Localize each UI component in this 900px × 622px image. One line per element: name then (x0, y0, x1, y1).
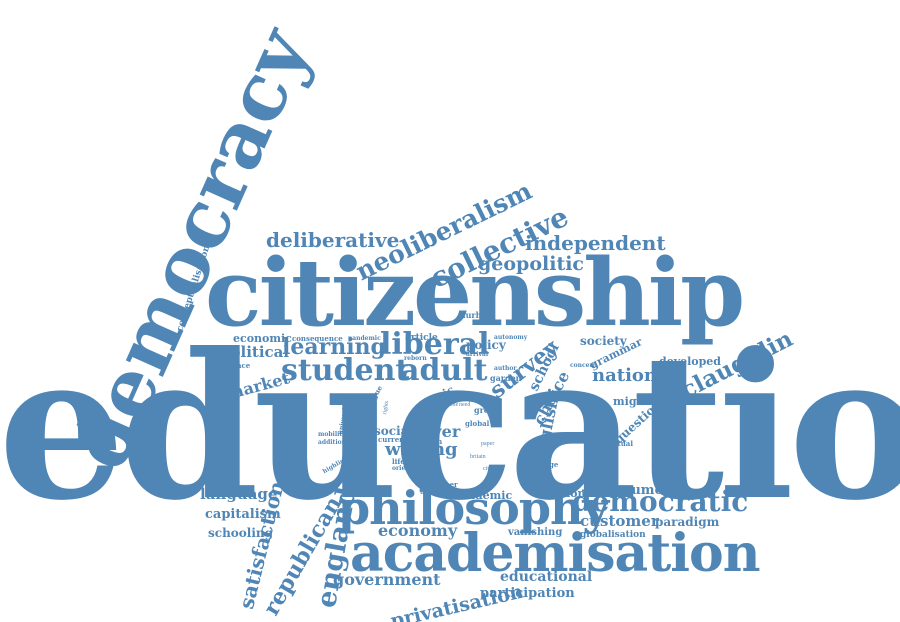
word-teacher: teacher (428, 480, 458, 489)
word-deliberative: deliberative (266, 228, 400, 252)
word-consumer: consumer (598, 483, 670, 498)
word-citizen: citizen (483, 466, 499, 472)
word-mobility: mobility (318, 431, 346, 438)
word-capitalism: capitalism (205, 507, 281, 522)
word-democracies: democracies (287, 398, 296, 448)
word-power: power (406, 422, 461, 441)
word-adult: adult (400, 353, 488, 388)
word-need: need (459, 402, 471, 408)
word-lifelong: lifelong (392, 457, 423, 466)
word-government: government (333, 570, 441, 589)
word-globalisation: globalisation (580, 530, 646, 540)
word-nation: nation (417, 437, 443, 446)
word-vanishing: vanishing (508, 527, 563, 538)
word-reborn: reborn (404, 355, 427, 362)
word-schooling: schooling (208, 526, 274, 540)
word-writing: writing (385, 439, 458, 460)
word-student: student (281, 353, 410, 388)
word-horse: horse (423, 430, 436, 436)
word-society: society (580, 334, 627, 348)
word-paradigm: paradigm (655, 515, 720, 529)
word-democratic: democratic (572, 485, 749, 518)
word-agency: agency (455, 392, 472, 398)
word-independent: independent (525, 231, 666, 255)
word-national: national (592, 365, 676, 386)
word-liberal: liberal (380, 327, 490, 362)
word-britain: britain (470, 454, 486, 460)
word-addition: addition (318, 439, 346, 446)
word-paper: paper (481, 441, 495, 447)
word-participation: participation (480, 586, 575, 601)
word-customer: customer (580, 512, 659, 530)
word-global: global (465, 419, 490, 428)
word-article: article (405, 333, 438, 343)
word-role: role (449, 402, 459, 408)
word-university: university (420, 489, 454, 496)
word-migrant: migrant (613, 395, 663, 408)
word-arrival: arrival (466, 351, 489, 358)
word-political: political (220, 343, 290, 361)
word-current: current (378, 435, 408, 444)
word-academisation: academisation (350, 523, 760, 584)
word-developed: developed (659, 355, 721, 368)
word-economy: economy (378, 521, 458, 540)
word-space: space (560, 394, 574, 400)
word-learning: learning (282, 334, 386, 360)
word-academic: academic (454, 489, 513, 502)
word-great: great (474, 405, 498, 415)
word-autonomy: autonomy (494, 334, 528, 341)
word-education: education (0, 310, 900, 545)
word-concern: concern (570, 362, 598, 369)
word-geopolitic: geopolitic (478, 253, 585, 275)
word-durham: durham (460, 310, 496, 320)
word-pandemic: pandemic (348, 335, 381, 342)
word-oriented: oriented (392, 465, 421, 472)
word-language: language (200, 485, 278, 503)
word-economic: economic (233, 332, 292, 345)
word-policy: policy (466, 338, 506, 352)
word-philosophy: philosophy (338, 481, 609, 535)
word-change: change (530, 460, 559, 469)
word-intellectual: intellectual (588, 439, 633, 448)
word-citizenship: citizenship (205, 238, 745, 347)
word-educational: educational (500, 569, 593, 585)
word-consequence: consequence (292, 334, 343, 343)
word-social: social (374, 424, 413, 438)
word-governance: governance (205, 361, 251, 370)
word-author: author (494, 365, 517, 372)
word-garden: garden (490, 373, 522, 383)
word-kingdom: kingdom (535, 487, 590, 500)
